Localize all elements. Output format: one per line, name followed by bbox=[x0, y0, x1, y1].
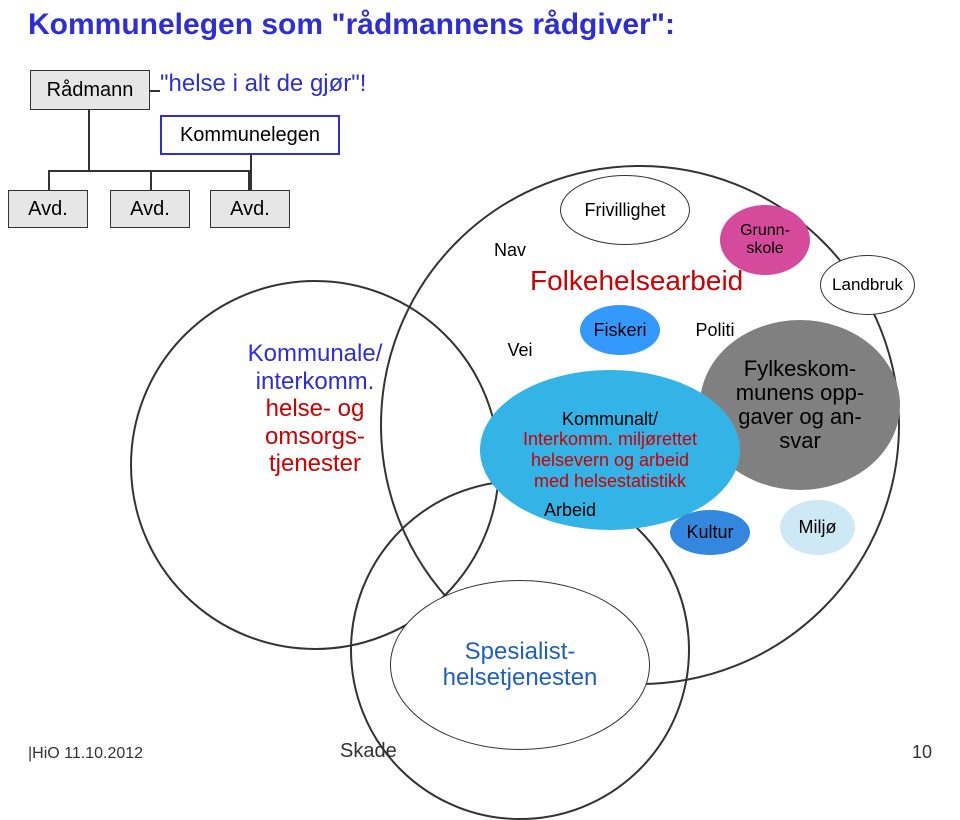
kommunalt-line: Kommunalt/ bbox=[562, 409, 658, 429]
connector bbox=[150, 170, 152, 190]
kommunalt-line: helsevern og arbeid bbox=[531, 450, 689, 470]
politi-label: Politi bbox=[680, 310, 750, 350]
kommunalt-circle: Kommunalt/ Interkomm. miljørettet helsev… bbox=[480, 370, 740, 530]
folkehelse-label: Folkehelsearbeid bbox=[530, 265, 743, 297]
kommunale-line: tjenester bbox=[269, 450, 361, 477]
avd-box: Avd. bbox=[210, 190, 290, 228]
kommunale-label: Kommunale/ interkomm. helse- og omsorgs-… bbox=[190, 340, 440, 478]
miljo-circle: Miljø bbox=[780, 500, 855, 555]
frivillighet-circle: Frivillighet bbox=[560, 175, 690, 245]
kommunale-line: helse- og bbox=[266, 395, 365, 422]
landbruk-circle: Landbruk bbox=[820, 255, 915, 315]
avd-box: Avd. bbox=[110, 190, 190, 228]
kommunalt-line: Interkomm. miljørettet bbox=[523, 429, 697, 449]
grunnskole-circle: Grunn-skole bbox=[720, 205, 810, 275]
footer-left: |HiO 11.10.2012 bbox=[28, 745, 143, 763]
vei-label: Vei bbox=[490, 330, 550, 370]
connector bbox=[150, 90, 160, 92]
kommunale-line: Kommunale/ bbox=[248, 340, 383, 367]
kommunalt-line: med helsestatistikk bbox=[534, 471, 686, 491]
kultur-circle: Kultur bbox=[670, 510, 750, 555]
kommunelegen-box: Kommunelegen bbox=[160, 115, 340, 155]
footer-center: Skade bbox=[340, 740, 397, 763]
radmann-box: Rådmann bbox=[30, 70, 150, 110]
connector bbox=[88, 110, 90, 170]
kommunale-line: interkomm. bbox=[256, 368, 375, 395]
connector bbox=[48, 170, 248, 172]
arbeid-label: Arbeid bbox=[530, 490, 610, 530]
quote-text: "helse i alt de gjør"! bbox=[160, 70, 366, 98]
connector bbox=[48, 170, 50, 190]
nav-label: Nav bbox=[480, 230, 540, 270]
footer-page-number: 10 bbox=[912, 742, 932, 763]
fiskeri-circle: Fiskeri bbox=[580, 305, 660, 355]
avd-box: Avd. bbox=[8, 190, 88, 228]
spesialist-circle: Spesialist-helsetjenesten bbox=[390, 580, 650, 750]
kommunale-line: omsorgs- bbox=[265, 423, 365, 450]
page-title: Kommunelegen som "rådmannens rådgiver": bbox=[28, 8, 675, 42]
